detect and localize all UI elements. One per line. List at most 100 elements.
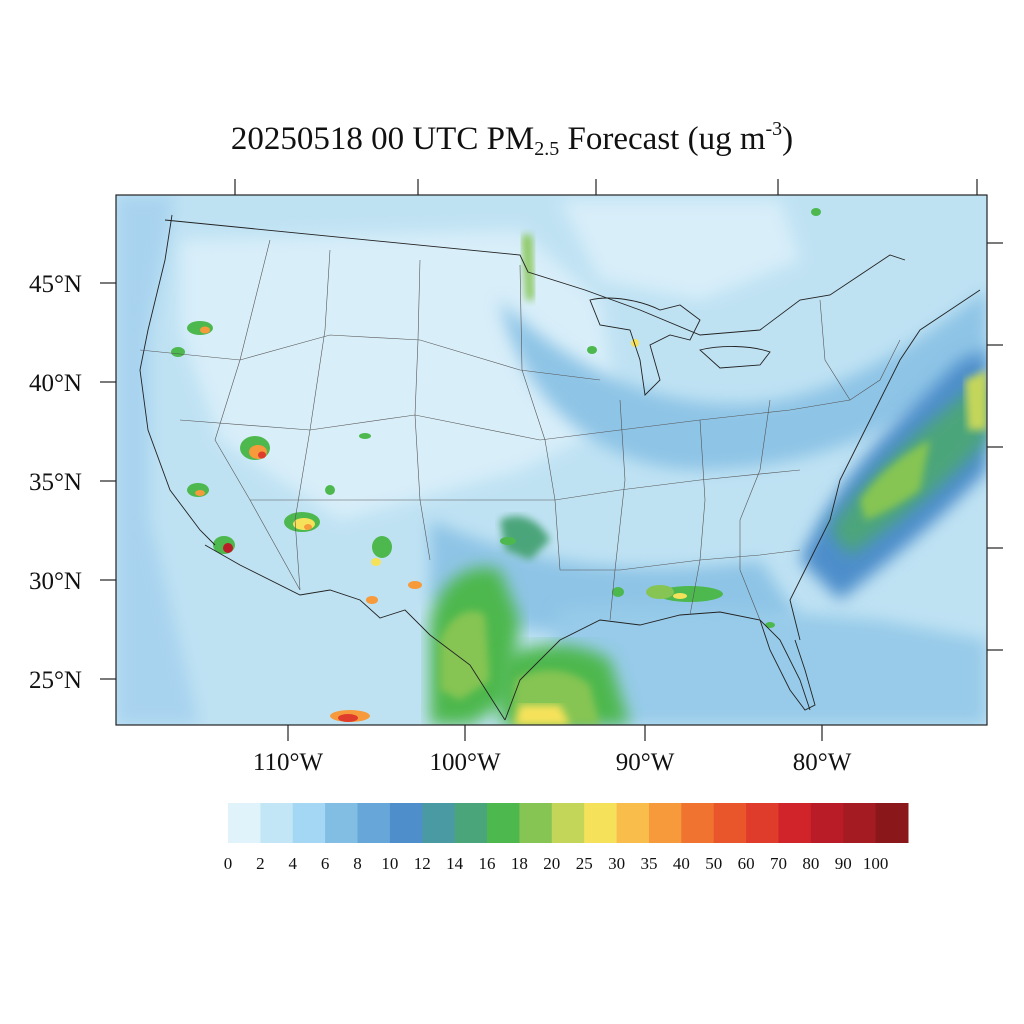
pollution-hotspot — [304, 524, 312, 530]
pollution-hotspot — [408, 581, 422, 589]
colorbar-tick-label: 80 — [802, 854, 819, 873]
title-subscript: 2.5 — [534, 138, 560, 160]
pollution-hotspot — [171, 347, 185, 357]
colorbar-swatch — [228, 803, 261, 843]
borders-layer — [139, 214, 981, 721]
colorbar-tick-label: 60 — [738, 854, 755, 873]
us-canada-border — [164, 219, 906, 336]
colorbar-swatch — [487, 803, 520, 843]
colorbar — [228, 803, 909, 843]
colorbar-swatch — [648, 803, 682, 843]
colorbar-swatch — [778, 803, 812, 843]
field-minnesota-streak — [522, 235, 534, 300]
state-line-10 — [739, 399, 771, 621]
field-southern-plains — [500, 516, 550, 560]
axis-ticks — [100, 179, 1003, 741]
pollution-hotspot — [338, 714, 358, 722]
pollution-hotspot — [657, 586, 723, 602]
pollution-hotspot — [223, 543, 233, 553]
great-lakes-outline — [589, 297, 701, 396]
pollution-hotspot — [612, 587, 624, 597]
lat-label-40: 40°N — [29, 370, 82, 397]
state-line-1 — [214, 239, 301, 591]
gulf-coastline — [504, 611, 811, 721]
field-clean-interior — [180, 230, 620, 520]
state-line-12 — [819, 299, 901, 401]
pollution-hotspot — [765, 622, 775, 628]
colorbar-swatch — [292, 803, 326, 843]
lon-label-110: 110°W — [253, 749, 324, 776]
colorbar-tick-label: 18 — [511, 854, 528, 873]
colorbar-swatch — [810, 803, 844, 843]
state-line-4 — [519, 264, 561, 571]
colorbar-swatch — [616, 803, 650, 843]
colorbar-swatch — [875, 803, 909, 843]
pollution-hotspot — [631, 339, 639, 347]
pollution-hotspot — [372, 536, 392, 558]
pollution-hotspot — [258, 451, 266, 459]
colorbar-tick-label: 35 — [640, 854, 657, 873]
field-pacific — [116, 195, 200, 725]
state-borders — [139, 239, 901, 621]
colorbar-swatch — [422, 803, 456, 843]
title-main: 20250518 00 UTC PM — [230, 121, 535, 157]
colorbar-tick-label: 25 — [576, 854, 593, 873]
concentration-field — [116, 195, 987, 725]
colorbar-swatch — [260, 803, 294, 843]
lat-label-30: 30°N — [29, 568, 82, 595]
pollution-hotspot — [811, 208, 821, 216]
colorbar-swatch — [551, 803, 585, 843]
field-gulf-plume-core — [515, 705, 570, 725]
map-frame — [115, 194, 988, 726]
colorbar-tick-label: 2 — [256, 854, 265, 873]
pollution-hotspot — [673, 593, 687, 599]
lake-erie-outline — [699, 346, 771, 369]
atlantic-coastline — [789, 289, 981, 641]
lat-label-35: 35°N — [29, 469, 82, 496]
colorbar-swatch — [584, 803, 618, 843]
lon-label-80: 80°W — [793, 749, 852, 776]
colorbar-tick-label: 10 — [381, 854, 398, 873]
colorbar-tick-label: 0 — [224, 854, 233, 873]
colorbar-tick-label: 6 — [321, 854, 330, 873]
colorbar-swatch — [454, 803, 488, 843]
pollution-hotspot — [325, 485, 335, 495]
us-mexico-border — [204, 544, 506, 721]
state-line-6 — [179, 399, 851, 441]
colorbar-tick-label: 4 — [289, 854, 298, 873]
state-line-5 — [139, 334, 601, 381]
pollution-hotspot — [366, 596, 378, 604]
pollution-hotspot — [293, 518, 315, 530]
field-atlantic-edge — [965, 370, 987, 430]
state-line-11 — [560, 549, 801, 571]
colorbar-labels: 0 2 4 6 8 10 12 14 16 18 20 25 30 35 40 50 60 70 80 90 100 — [224, 854, 889, 873]
colorbar-swatch — [519, 803, 553, 843]
lon-label-90: 90°W — [616, 749, 675, 776]
colorbar-swatch — [713, 803, 747, 843]
title-close: ) — [782, 121, 794, 157]
colorbar-tick-label: 100 — [863, 854, 889, 873]
pacific-coastline — [139, 214, 216, 546]
colorbar-swatch — [325, 803, 359, 843]
field-clean-north — [560, 200, 800, 300]
colorbar-tick-label: 30 — [608, 854, 625, 873]
colorbar-tick-label: 70 — [770, 854, 787, 873]
colorbar-tick-label: 90 — [835, 854, 852, 873]
state-line-7 — [250, 469, 801, 501]
colorbar-tick-label: 14 — [446, 854, 464, 873]
pollution-hotspot — [646, 585, 674, 599]
colorbar-tick-label: 20 — [543, 854, 560, 873]
title-superscript: -3 — [765, 118, 783, 140]
pollution-hotspot — [500, 537, 516, 545]
field-texas-core — [440, 611, 490, 700]
state-line-8 — [609, 399, 626, 621]
pollution-hotspot — [200, 326, 210, 334]
pollution-hotspot — [371, 558, 381, 566]
pollution-hotspot — [359, 433, 371, 439]
colorbar-tick-label: 16 — [479, 854, 496, 873]
colorbar-swatch — [746, 803, 779, 843]
lat-label-45: 45°N — [29, 271, 82, 298]
colorbar-swatch — [357, 803, 391, 843]
colorbar-tick-label: 40 — [673, 854, 690, 873]
